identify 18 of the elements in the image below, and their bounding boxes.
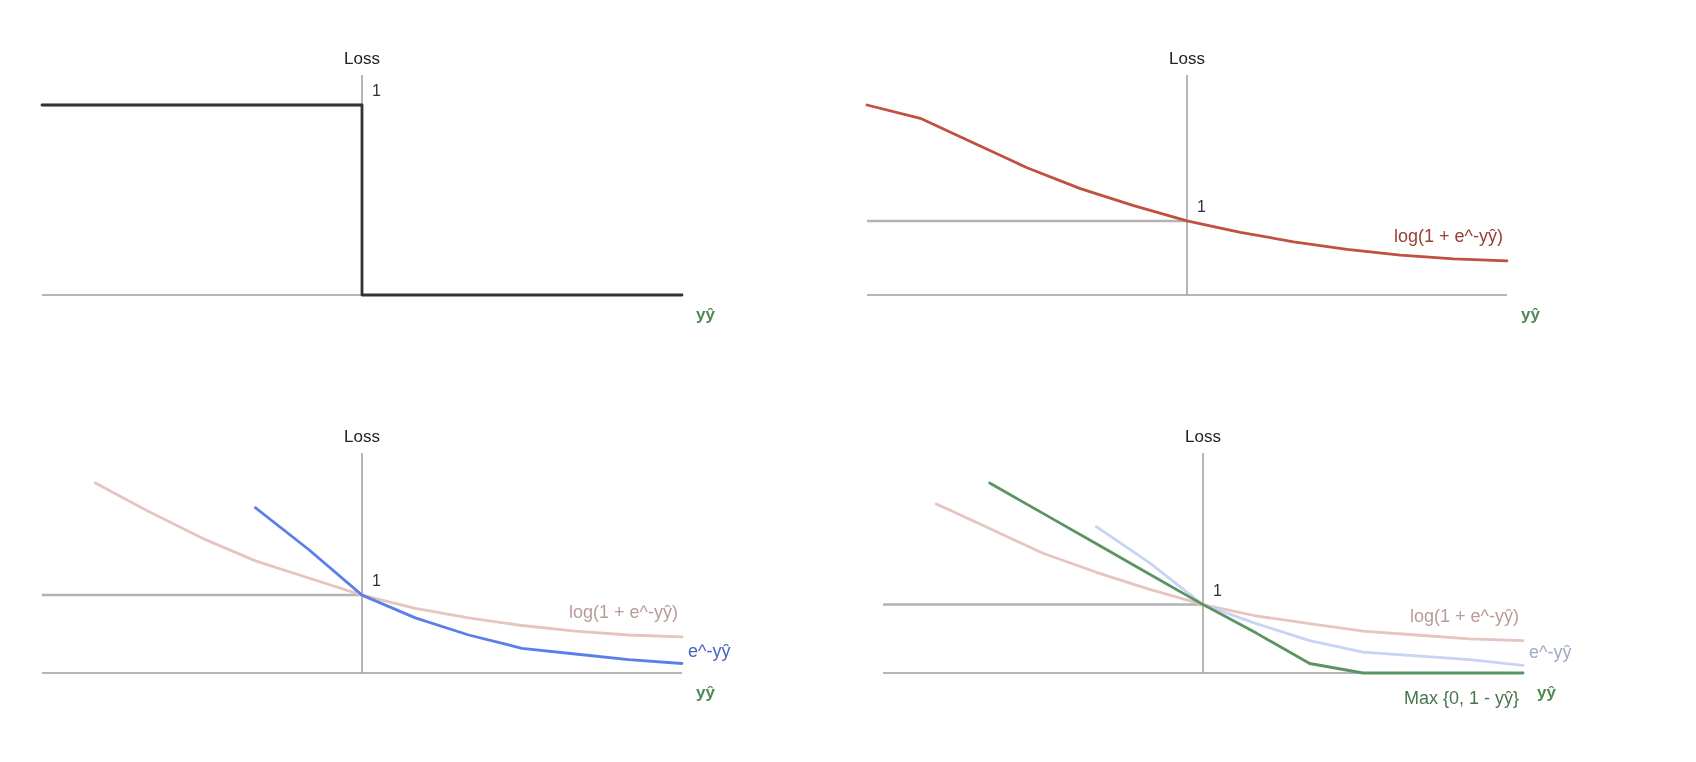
y-axis-title: Loss bbox=[344, 49, 380, 68]
y-axis-title: Loss bbox=[1169, 49, 1205, 68]
series-label: e^-yŷ bbox=[688, 640, 731, 661]
text: 1 bbox=[372, 82, 381, 99]
series-label: log(1 + e^-yŷ) bbox=[569, 601, 678, 622]
series-label: Max {0, 1 - yŷ} bbox=[1403, 688, 1519, 708]
annotation: 1 bbox=[372, 572, 381, 590]
x-axis-title: yŷ bbox=[696, 683, 716, 702]
x-axis-title: yŷ bbox=[1521, 305, 1541, 324]
annotation: 1 bbox=[1213, 581, 1222, 599]
series-label: e^-yŷ bbox=[1529, 642, 1572, 663]
series-label: log(1 + e^-yŷ) bbox=[1410, 605, 1519, 626]
annotation: 1 bbox=[1197, 197, 1206, 215]
series-label: log(1 + e^-yŷ) bbox=[1394, 225, 1503, 246]
y-axis-title: Loss bbox=[344, 427, 380, 446]
x-axis-title: yŷ bbox=[1537, 683, 1557, 702]
x-axis-title: yŷ bbox=[696, 305, 716, 324]
y-axis-title: Loss bbox=[1185, 427, 1221, 446]
